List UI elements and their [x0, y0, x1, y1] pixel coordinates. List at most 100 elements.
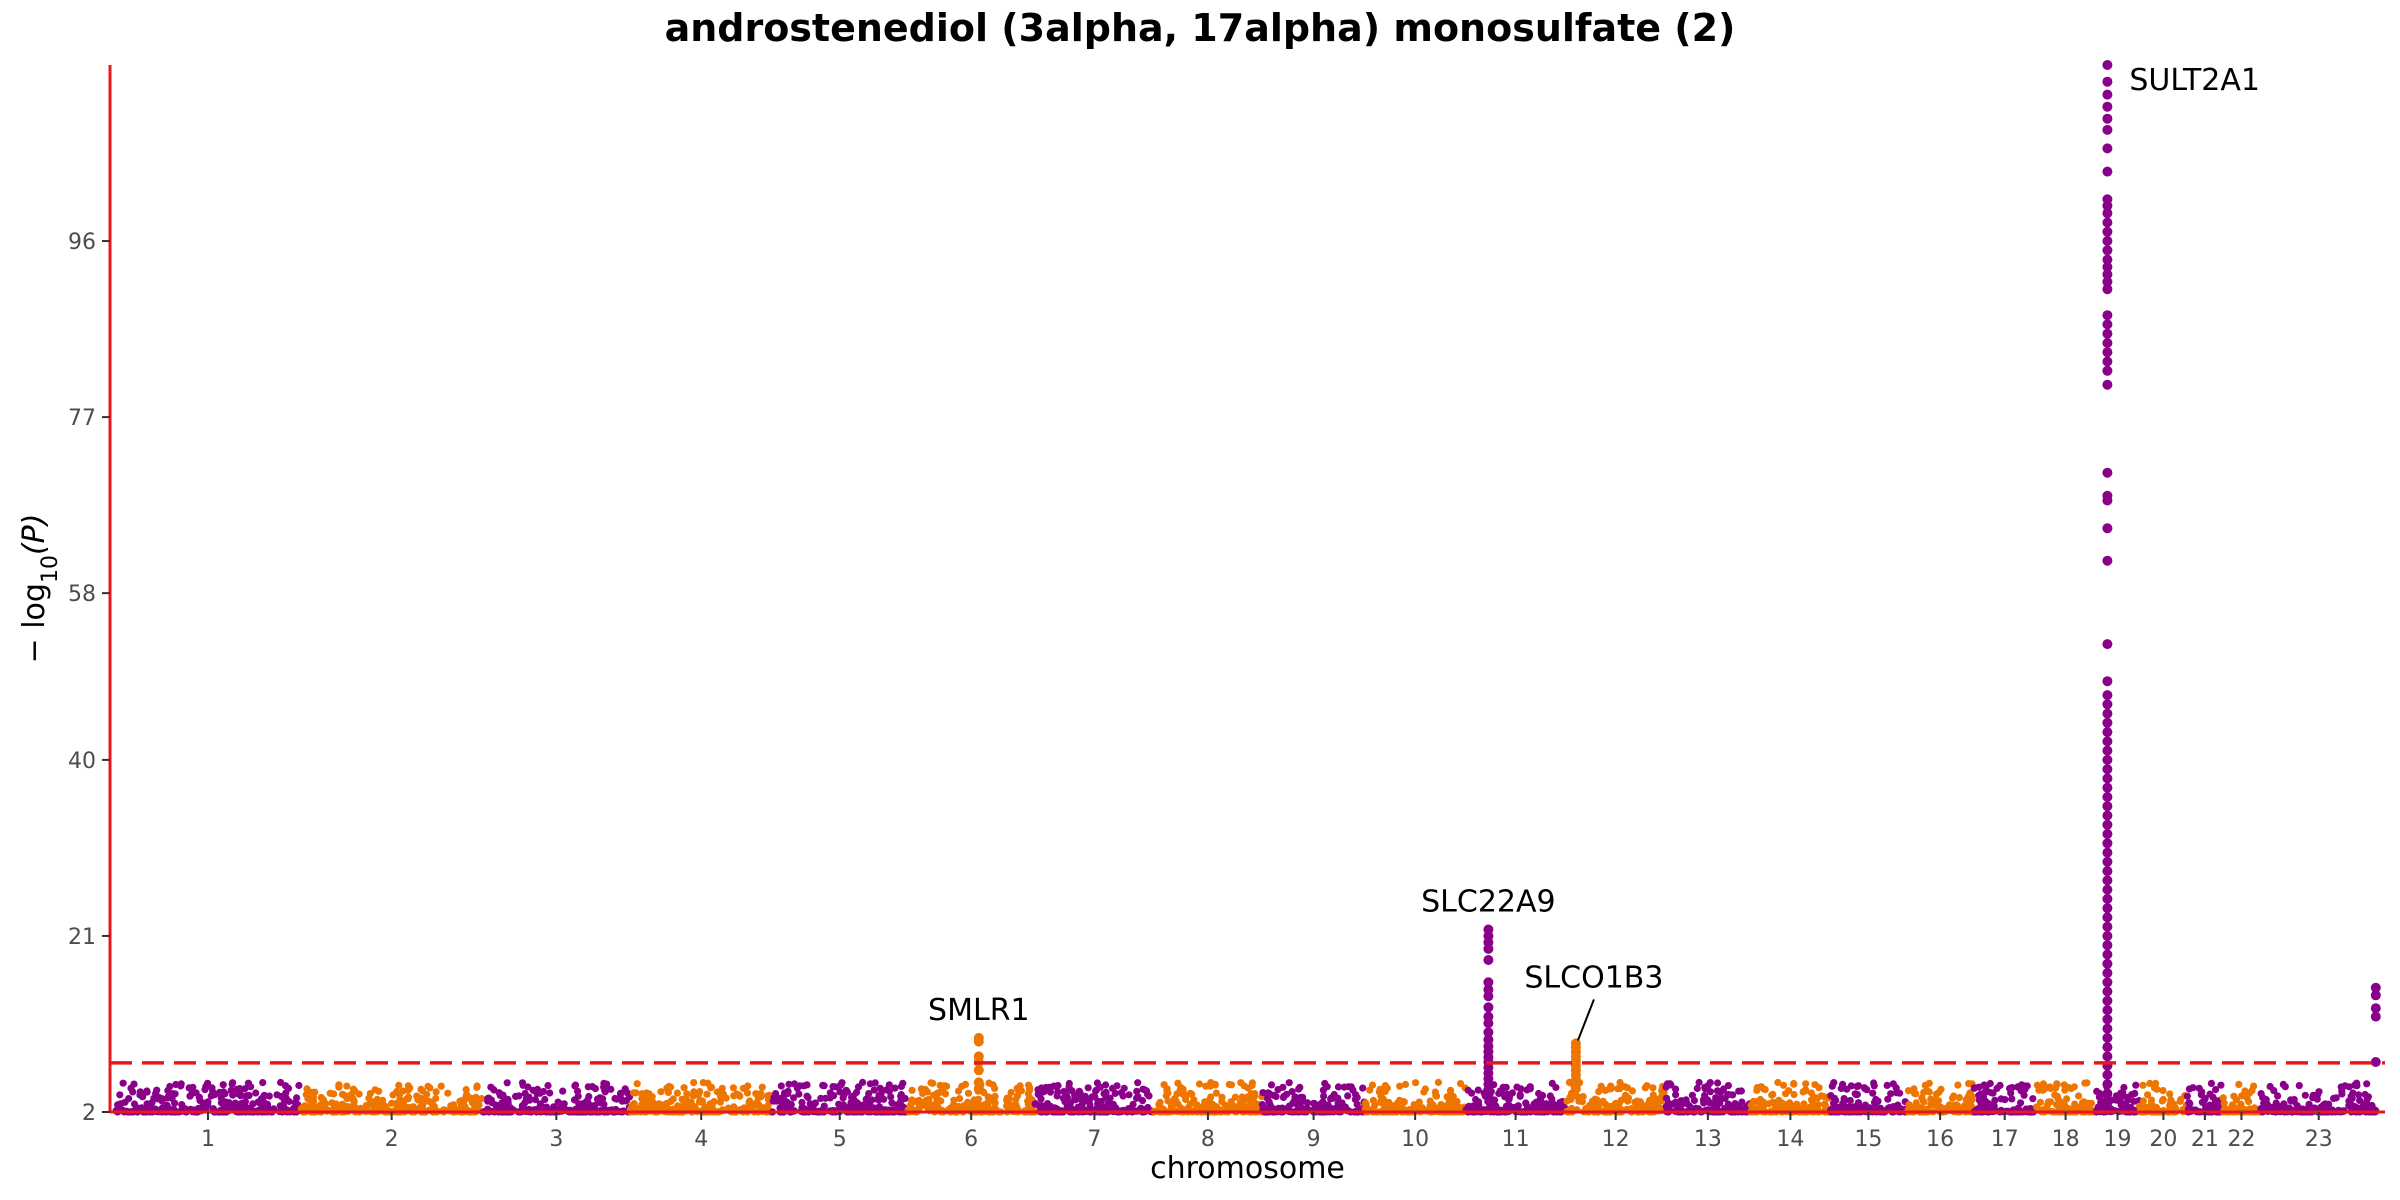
data-point — [2217, 1081, 2225, 1089]
peak-label: SLCO1B3 — [1524, 960, 1663, 995]
data-point — [2311, 1104, 2319, 1113]
data-point — [2355, 1091, 2363, 1099]
data-point — [2150, 1084, 2159, 1092]
peak-point — [2102, 356, 2113, 367]
data-point — [196, 1097, 204, 1105]
data-point — [2279, 1080, 2287, 1088]
data-point — [2189, 1084, 2197, 1092]
data-point — [674, 1102, 682, 1110]
data-point — [1264, 1089, 1272, 1097]
data-point — [249, 1100, 257, 1108]
data-point — [2280, 1100, 2288, 1108]
data-point — [649, 1104, 657, 1112]
data-point — [1053, 1092, 1061, 1100]
data-point — [1892, 1084, 1900, 1092]
data-point — [1012, 1101, 1020, 1109]
data-point — [1040, 1088, 1048, 1096]
data-point — [1240, 1082, 1248, 1090]
data-point — [1896, 1089, 1904, 1097]
data-point — [924, 1097, 932, 1105]
data-point — [1821, 1100, 1829, 1108]
data-point — [426, 1084, 434, 1092]
data-point — [1820, 1093, 1828, 1101]
data-point — [204, 1098, 212, 1106]
data-point — [1884, 1095, 1892, 1103]
data-point — [1337, 1100, 1345, 1108]
data-point — [2301, 1091, 2309, 1099]
data-point — [1789, 1102, 1797, 1110]
data-point — [1321, 1101, 1329, 1109]
data-point — [1201, 1098, 1209, 1106]
peak-point — [2102, 690, 2113, 701]
data-point — [1474, 1098, 1483, 1106]
data-point — [1059, 1094, 1067, 1102]
data-point — [399, 1087, 407, 1095]
data-point — [2116, 1097, 2124, 1105]
peak-point — [2102, 1005, 2113, 1016]
data-point — [1887, 1090, 1895, 1098]
chart-title: androstenediol (3alpha, 17alpha) monosul… — [664, 6, 1736, 50]
data-point — [2020, 1091, 2028, 1099]
data-point — [461, 1104, 469, 1112]
data-point — [887, 1093, 895, 1101]
data-point — [1980, 1081, 1988, 1089]
y-tick-label: 2 — [82, 1101, 96, 1126]
x-tick-label: 20 — [2149, 1127, 2177, 1152]
data-point — [2260, 1099, 2268, 1107]
data-point — [237, 1092, 245, 1100]
data-point — [915, 1099, 923, 1107]
data-point — [1267, 1081, 1276, 1089]
data-point — [893, 1101, 901, 1109]
data-point — [1259, 1089, 1267, 1097]
data-point — [2250, 1082, 2258, 1090]
data-point — [1279, 1093, 1288, 1101]
peak-point — [973, 1036, 984, 1047]
data-point — [1303, 1099, 1311, 1107]
data-point — [891, 1084, 899, 1092]
data-point — [1081, 1092, 1089, 1100]
data-point — [1843, 1085, 1851, 1093]
data-point — [531, 1096, 540, 1104]
data-point — [277, 1078, 285, 1087]
data-point — [2237, 1100, 2245, 1108]
data-point — [1063, 1104, 1071, 1113]
data-point — [1986, 1079, 1994, 1088]
data-point — [544, 1082, 552, 1090]
peak-point — [2102, 676, 2113, 687]
data-point — [1506, 1103, 1514, 1111]
peak-point — [2102, 226, 2113, 237]
data-point — [856, 1101, 864, 1110]
data-point — [1193, 1101, 1201, 1109]
data-point — [2212, 1086, 2220, 1094]
data-point — [1250, 1102, 1258, 1110]
data-point — [1662, 1094, 1671, 1102]
data-point — [1111, 1089, 1119, 1097]
data-point — [2159, 1087, 2167, 1095]
data-point — [1453, 1097, 1461, 1106]
data-point — [2015, 1083, 2023, 1091]
data-point — [1376, 1098, 1384, 1106]
data-point — [343, 1082, 351, 1090]
data-point — [1779, 1081, 1788, 1089]
data-point — [277, 1092, 286, 1101]
data-point — [2211, 1096, 2219, 1104]
data-point — [1756, 1095, 1764, 1104]
data-point — [1596, 1100, 1604, 1108]
data-point — [463, 1093, 471, 1101]
data-point — [1970, 1084, 1978, 1092]
data-point — [607, 1085, 615, 1093]
y-tick-label: 40 — [68, 749, 96, 774]
data-point — [821, 1094, 830, 1102]
data-point — [1340, 1083, 1348, 1091]
peak-point — [2102, 940, 2113, 951]
data-point — [2245, 1089, 2253, 1097]
x-tick-label: 3 — [549, 1127, 563, 1152]
peak-point — [2370, 1057, 2381, 1067]
peak-point — [2102, 829, 2113, 839]
peak-point — [2102, 782, 2113, 793]
data-point — [1102, 1088, 1110, 1096]
peak-point — [2102, 269, 2113, 280]
data-point — [1071, 1091, 1079, 1099]
data-point — [371, 1086, 379, 1094]
data-point — [2029, 1095, 2037, 1103]
